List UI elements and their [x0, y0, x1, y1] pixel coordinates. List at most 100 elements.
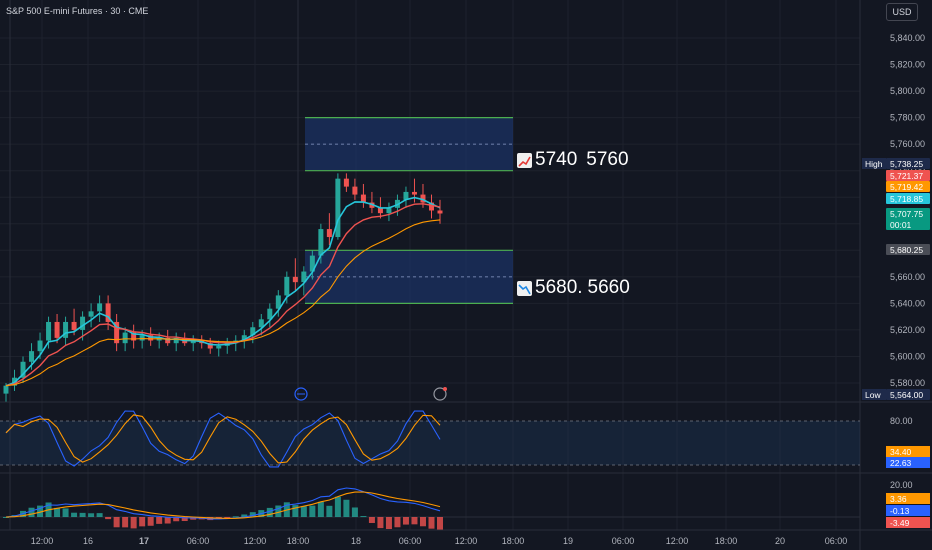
candle-body	[63, 321, 69, 338]
candle-body	[403, 191, 409, 200]
time-tick-label: 18:00	[715, 536, 738, 546]
zone-lower-label-a: 5680.	[535, 277, 583, 298]
macd-histogram-bar	[164, 517, 171, 524]
candle-body	[80, 316, 86, 330]
candle-body	[250, 327, 256, 336]
macd-histogram-bar	[428, 517, 435, 529]
candle-body	[207, 343, 213, 349]
price-tag-label: Low	[865, 390, 881, 400]
price-tag	[886, 158, 930, 169]
price-candles	[3, 173, 443, 402]
macd-histogram-bar	[232, 516, 239, 518]
price-tick-label: 5,620.00	[890, 325, 925, 335]
macd-histogram-bar	[309, 505, 316, 517]
macd-tag	[886, 505, 930, 516]
candle-body	[88, 311, 94, 317]
macd-histogram-bar	[156, 517, 163, 524]
macd-tick-label: 20.00	[890, 480, 913, 490]
macd-histogram-bar	[139, 517, 146, 527]
signal-line	[5, 491, 441, 519]
candle-body	[114, 321, 120, 344]
candle-body	[148, 335, 154, 341]
candle-body	[326, 229, 332, 238]
candle-body	[241, 335, 247, 341]
macd-histogram-bar	[437, 517, 443, 530]
candle-body	[267, 308, 273, 320]
macd-pane	[0, 487, 860, 530]
time-axis: 12:00 16 17 06:00 12:00 18:00 18 06:00 12:00 18:0…	[31, 536, 848, 546]
price-axis: 5,840.00 5,820.00 5,800.00 5,780.00 5,760.00…	[890, 33, 925, 490]
price-tag-countdown: 00:01	[890, 220, 912, 230]
candle-body	[386, 207, 392, 214]
price-tag-value: 5,738.25	[890, 159, 923, 169]
candle-body	[352, 186, 358, 195]
candle-body	[122, 332, 128, 344]
candle-body	[20, 361, 26, 378]
price-tick-label: 5,660.00	[890, 272, 925, 282]
price-tick-label: 5,760.00	[890, 139, 925, 149]
macd-histogram-bar	[402, 517, 409, 525]
macd-histogram-bar	[411, 517, 418, 525]
stoch-tag-value: 22.63	[890, 458, 912, 468]
candle-body	[318, 229, 324, 256]
macd-histogram-bar	[275, 505, 282, 517]
time-tick-label: 18:00	[502, 536, 525, 546]
macd-histogram-bar	[368, 517, 375, 523]
stoch-tick-label: 80.00	[890, 416, 913, 426]
macd-tag-value: -3.49	[890, 518, 910, 528]
symbol-title: S&P 500 E-mini Futures · 30 · CME	[6, 6, 149, 16]
price-tick-label: 5,840.00	[890, 33, 925, 43]
candle-body	[3, 385, 9, 394]
macd-histogram-bar	[343, 499, 350, 517]
macd-histogram-bar	[394, 517, 401, 528]
candle-body	[411, 191, 417, 195]
macd-tag	[886, 517, 930, 528]
macd-histogram-bar	[351, 507, 358, 517]
candle-body	[284, 276, 290, 296]
event-markers	[294, 387, 447, 401]
time-tick-label: 16	[83, 536, 93, 546]
split-event-icon	[294, 387, 308, 401]
price-tags: 5,738.25 High 5,721.375,719.42 5,718.85 5,70…	[862, 158, 930, 528]
zone-label-lower: 5680. 5660	[517, 277, 630, 299]
macd-histogram-bar	[62, 508, 69, 517]
stoch-d-line	[5, 414, 441, 464]
price-tag-value: 5,564.00	[890, 390, 923, 400]
chart-up-icon	[517, 152, 532, 168]
macd-histogram-bar	[28, 507, 35, 517]
candle-body	[335, 178, 341, 238]
candle-body	[131, 332, 137, 341]
macd-histogram-bar	[173, 517, 180, 522]
macd-histogram-bar	[105, 517, 112, 520]
macd-histogram-bar	[37, 505, 44, 517]
event-dot	[443, 387, 447, 391]
candle-body	[190, 340, 196, 344]
macd-histogram-bar	[300, 506, 307, 517]
price-tag	[886, 170, 930, 181]
price-tag-value: 5,680.25	[890, 245, 923, 255]
time-tick-label: 18:00	[287, 536, 310, 546]
macd-histogram-bar	[292, 505, 299, 517]
macd-histogram-bar	[317, 501, 324, 517]
candle-body	[309, 255, 315, 272]
price-tag	[886, 181, 930, 192]
macd-histogram-bar	[79, 512, 86, 517]
candle-body	[46, 321, 52, 341]
macd-histogram-bar	[360, 516, 367, 518]
price-tag	[886, 193, 930, 204]
dividend-event-icon	[433, 387, 447, 401]
zone-upper-label-a: 5740	[535, 149, 578, 170]
price-tick-label: 5,600.00	[890, 351, 925, 361]
macd-histogram-bar	[385, 517, 392, 530]
time-tick-label: 12:00	[244, 536, 267, 546]
macd-histogram-bar	[266, 507, 273, 517]
price-tick-label: 5,820.00	[890, 60, 925, 70]
candle-body	[420, 194, 426, 203]
candle-body	[54, 321, 60, 338]
stoch-band	[0, 421, 860, 465]
time-tick-label: 06:00	[825, 536, 848, 546]
time-tick-label: 06:00	[187, 536, 210, 546]
currency-button[interactable]: USD	[886, 3, 918, 21]
moving-averages	[5, 196, 441, 387]
